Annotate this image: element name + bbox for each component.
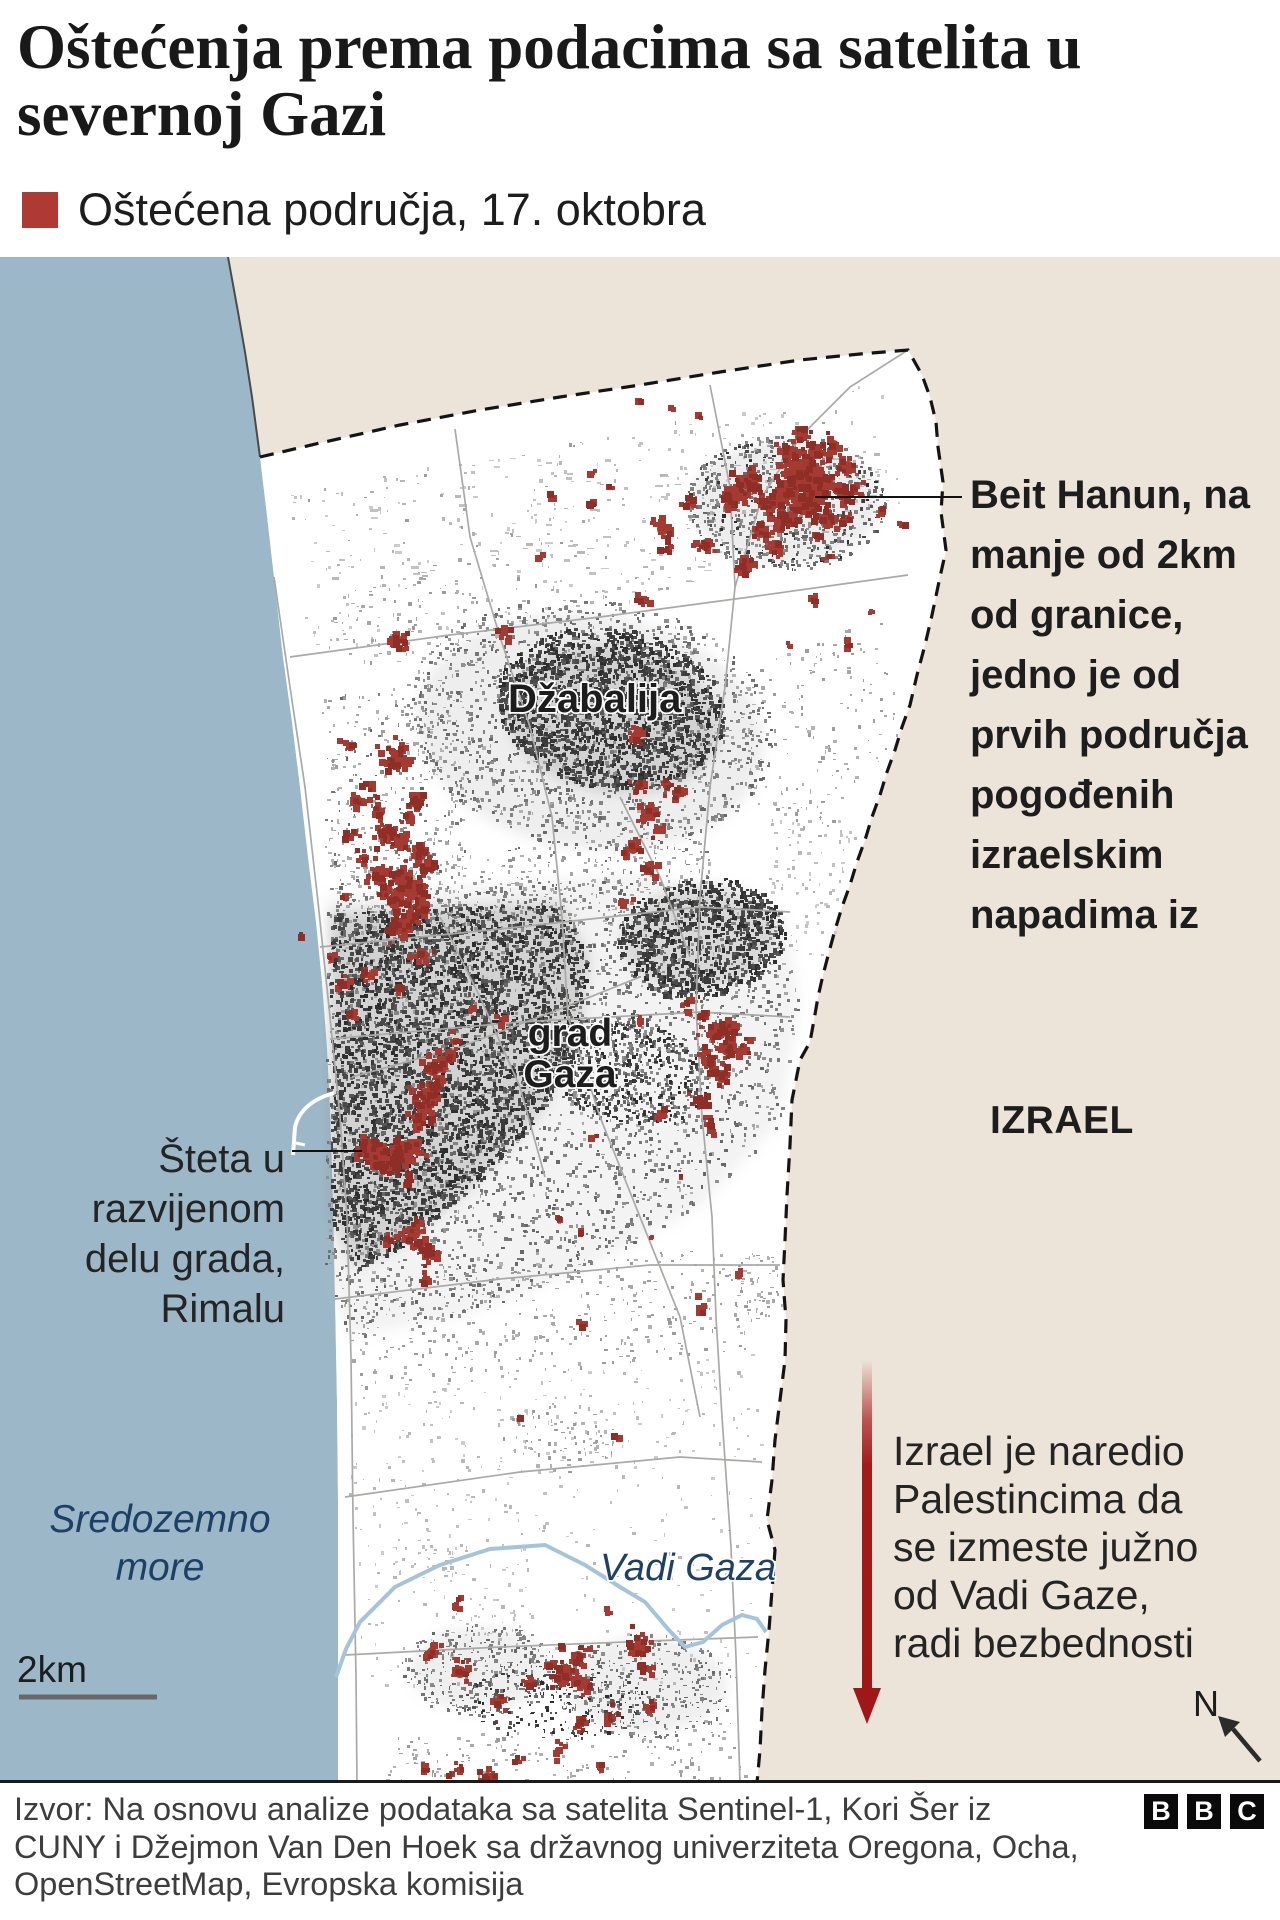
svg-text:more: more [116, 1546, 205, 1589]
svg-text:razvijenom: razvijenom [92, 1187, 285, 1231]
svg-text:radi bezbednosti: radi bezbednosti [893, 1620, 1194, 1666]
svg-text:Džabalija: Džabalija [508, 677, 682, 721]
svg-text:N: N [1193, 1683, 1219, 1724]
svg-text:Izrael je naredio: Izrael je naredio [893, 1428, 1185, 1474]
svg-text:IZRAEL: IZRAEL [990, 1099, 1134, 1142]
svg-text:Vadi Gaza: Vadi Gaza [600, 1547, 776, 1589]
svg-text:Sredozemno: Sredozemno [49, 1498, 270, 1541]
svg-text:od granice,: od granice, [970, 593, 1183, 637]
svg-text:2km: 2km [17, 1649, 87, 1690]
svg-text:izraelskim: izraelskim [970, 833, 1163, 877]
svg-text:pogođenih: pogođenih [970, 773, 1174, 817]
svg-text:Rimalu: Rimalu [161, 1287, 285, 1331]
svg-text:Šteta u: Šteta u [158, 1136, 285, 1181]
svg-text:Gaza: Gaza [523, 1053, 617, 1096]
svg-text:Beit Hanun, na: Beit Hanun, na [970, 473, 1251, 517]
svg-text:se izmeste južno: se izmeste južno [893, 1524, 1198, 1570]
svg-text:manje od 2km: manje od 2km [970, 533, 1237, 577]
svg-text:Palestincima da: Palestincima da [893, 1476, 1183, 1522]
svg-text:prvih područja: prvih područja [970, 713, 1249, 757]
svg-text:jedno je od: jedno je od [969, 653, 1181, 697]
svg-text:napadima iz: napadima iz [970, 893, 1199, 937]
svg-text:od Vadi Gaze,: od Vadi Gaze, [893, 1572, 1150, 1618]
svg-text:grad: grad [528, 1012, 613, 1055]
svg-text:delu grada,: delu grada, [85, 1237, 285, 1281]
